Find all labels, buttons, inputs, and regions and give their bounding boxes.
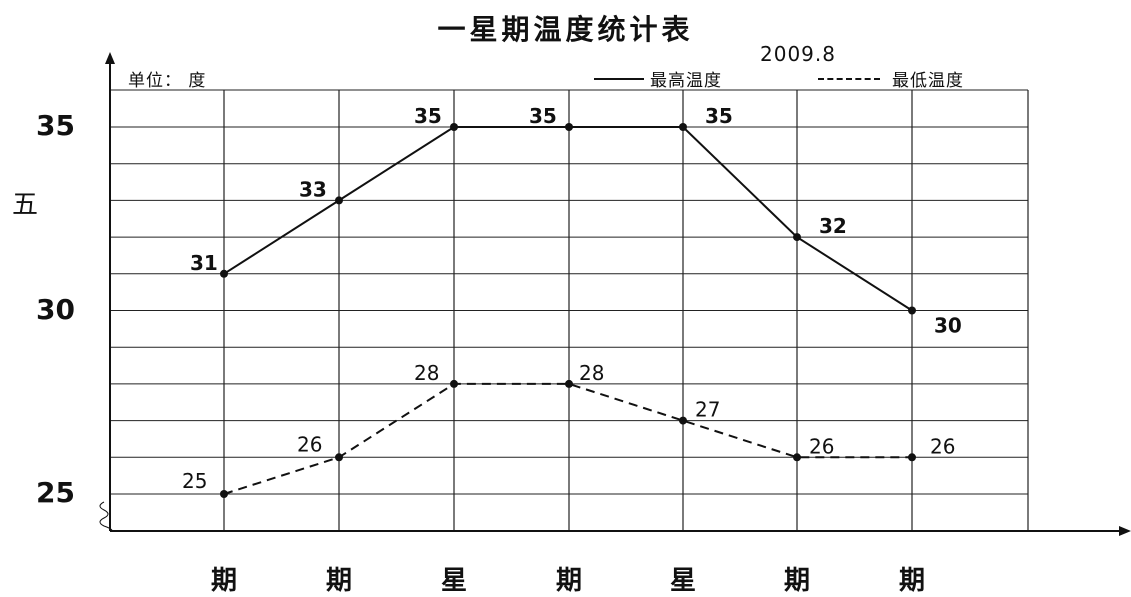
y-tick-label: 30 bbox=[36, 292, 75, 326]
legend-solid-swatch bbox=[594, 77, 644, 80]
legend-high-label: 最高温度 bbox=[650, 71, 722, 91]
data-point bbox=[908, 306, 916, 315]
data-label: 35 bbox=[414, 104, 442, 128]
data-label: 26 bbox=[809, 434, 834, 458]
x-tick-label: 期 bbox=[210, 566, 238, 596]
data-point bbox=[793, 233, 801, 242]
data-label: 27 bbox=[695, 398, 720, 422]
x-tick-label: 期 bbox=[325, 566, 353, 596]
x-tick-label: 期 bbox=[555, 566, 583, 596]
data-label: 30 bbox=[934, 314, 962, 338]
data-label: 32 bbox=[819, 214, 847, 238]
data-point bbox=[335, 453, 343, 462]
y-tick-label: 35 bbox=[36, 109, 75, 142]
legend-low: 最低温度 bbox=[818, 66, 964, 91]
x-tick-label: 期 bbox=[783, 566, 811, 596]
series-line-high bbox=[223, 126, 913, 312]
data-label: 33 bbox=[299, 177, 327, 201]
data-point bbox=[565, 123, 573, 131]
data-label: 35 bbox=[529, 104, 557, 128]
data-label: 28 bbox=[414, 361, 439, 385]
side-label: 五 bbox=[12, 190, 39, 220]
y-tick-label: 25 bbox=[36, 476, 75, 509]
data-point bbox=[908, 453, 916, 462]
chart-title: 一星期温度统计表 bbox=[437, 13, 694, 46]
unit-label: 单位： 度 bbox=[128, 71, 207, 91]
legend-dashed-swatch bbox=[818, 77, 880, 80]
axis-break-mark bbox=[99, 501, 113, 531]
legend-high: 最高温度 bbox=[594, 66, 722, 91]
data-label: 26 bbox=[297, 432, 322, 456]
y-axis-arrow bbox=[105, 52, 115, 64]
data-label: 26 bbox=[930, 434, 955, 458]
data-point bbox=[565, 379, 573, 388]
x-axis-arrow bbox=[1119, 526, 1131, 536]
data-label: 35 bbox=[705, 104, 733, 128]
data-point bbox=[220, 269, 228, 278]
data-point bbox=[793, 453, 801, 462]
legend-low-label: 最低温度 bbox=[892, 71, 964, 91]
x-tick-label: 星 bbox=[669, 566, 697, 596]
data-label: 25 bbox=[182, 469, 207, 493]
data-point bbox=[450, 379, 458, 388]
data-point bbox=[679, 416, 687, 425]
data-point bbox=[450, 123, 458, 131]
chart-date: 2009.8 bbox=[760, 42, 836, 66]
data-label: 31 bbox=[190, 251, 218, 275]
x-tick-label: 期 bbox=[898, 566, 926, 596]
data-point bbox=[679, 123, 687, 131]
x-tick-label: 星 bbox=[440, 566, 468, 596]
data-point bbox=[335, 196, 343, 205]
data-label: 28 bbox=[579, 361, 604, 385]
data-point bbox=[220, 490, 228, 498]
